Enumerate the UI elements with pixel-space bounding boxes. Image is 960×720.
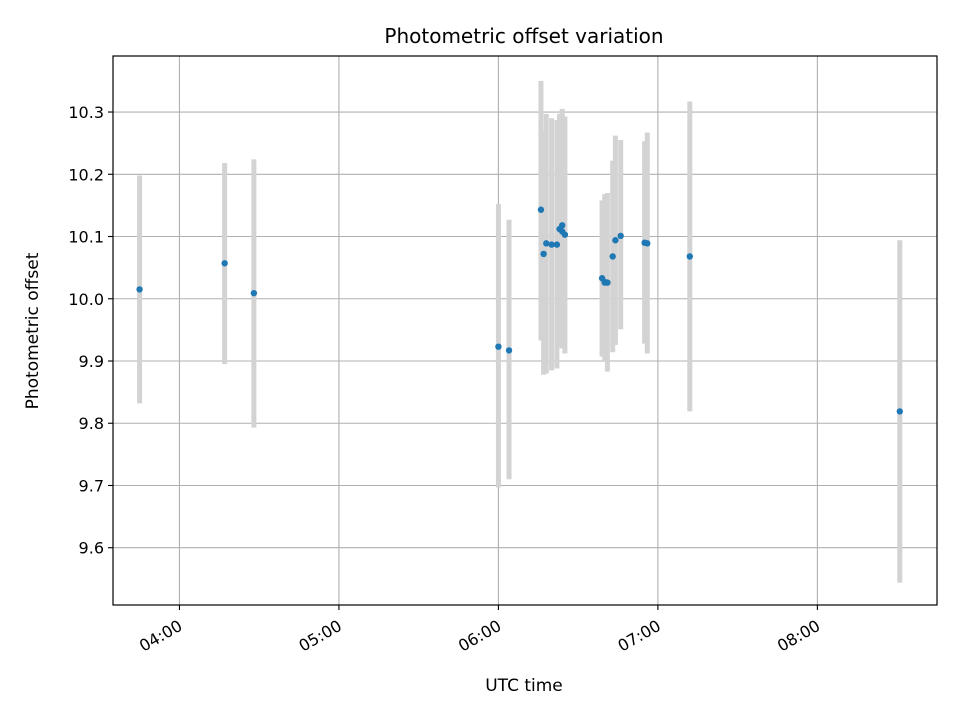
data-point [609, 253, 616, 260]
data-point [612, 237, 619, 244]
y-tick-label: 10.3 [68, 103, 104, 122]
data-point [548, 241, 555, 248]
data-point [543, 240, 550, 247]
data-point [559, 222, 566, 229]
data-point [250, 289, 258, 297]
data-point [561, 231, 569, 238]
data-point [617, 232, 624, 240]
y-axis: 9.6 9.7 9.8 9.9 10.0 10.1 10.2 10.3 [68, 103, 113, 558]
data-point [896, 408, 903, 415]
chart-title: Photometric offset variation [384, 24, 663, 48]
y-tick-label: 10.2 [68, 165, 104, 184]
y-tick-label: 10.1 [68, 228, 104, 247]
y-tick-label: 9.9 [79, 352, 104, 371]
data-point [495, 343, 502, 350]
data-point [505, 347, 513, 354]
data-point [686, 253, 693, 260]
y-tick-label: 9.7 [79, 476, 104, 495]
data-point [136, 286, 143, 293]
data-point [644, 240, 651, 247]
data-point [553, 241, 561, 248]
data-point [540, 250, 547, 258]
data-point [537, 206, 545, 213]
x-axis-label: UTC time [485, 676, 563, 696]
plot-frame [112, 55, 938, 606]
y-tick-label: 9.6 [79, 539, 104, 558]
grid [113, 56, 937, 605]
data-point [221, 260, 228, 267]
y-tick-label: 10.0 [68, 290, 104, 309]
y-axis-label: Photometric offset [23, 252, 43, 409]
data-point [604, 279, 611, 286]
y-tick-label: 9.8 [79, 414, 104, 433]
data-points [136, 206, 903, 415]
